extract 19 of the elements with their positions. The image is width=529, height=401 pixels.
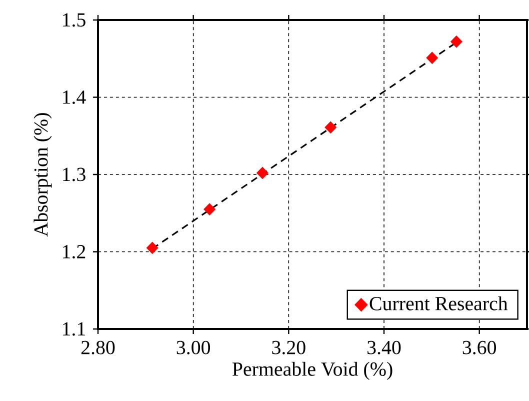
x-tick-label: 3.00: [176, 340, 210, 354]
point: [450, 35, 462, 48]
y-tick-label: 1.1: [63, 322, 85, 336]
point: [426, 52, 438, 64]
x-tick-label: 2.80: [81, 340, 115, 354]
x-tick-label: 3.60: [462, 340, 496, 354]
point: [204, 203, 216, 216]
legend-label: Current Research: [370, 296, 508, 310]
y-tick-label: 1.4: [63, 90, 86, 104]
y-tick-label: 1.2: [63, 245, 86, 258]
x-tick-label: 3.20: [272, 340, 306, 354]
x-tick-label: 3.40: [368, 340, 401, 354]
y-axis-title: Absorption (%): [34, 113, 52, 237]
point: [324, 121, 337, 134]
point: [256, 166, 268, 180]
y-tick-label: 1.5: [63, 13, 86, 27]
point: [146, 242, 158, 254]
x-axis-title: Permeable Void (%): [232, 362, 392, 380]
y-tick-label: 1.3: [63, 168, 86, 182]
